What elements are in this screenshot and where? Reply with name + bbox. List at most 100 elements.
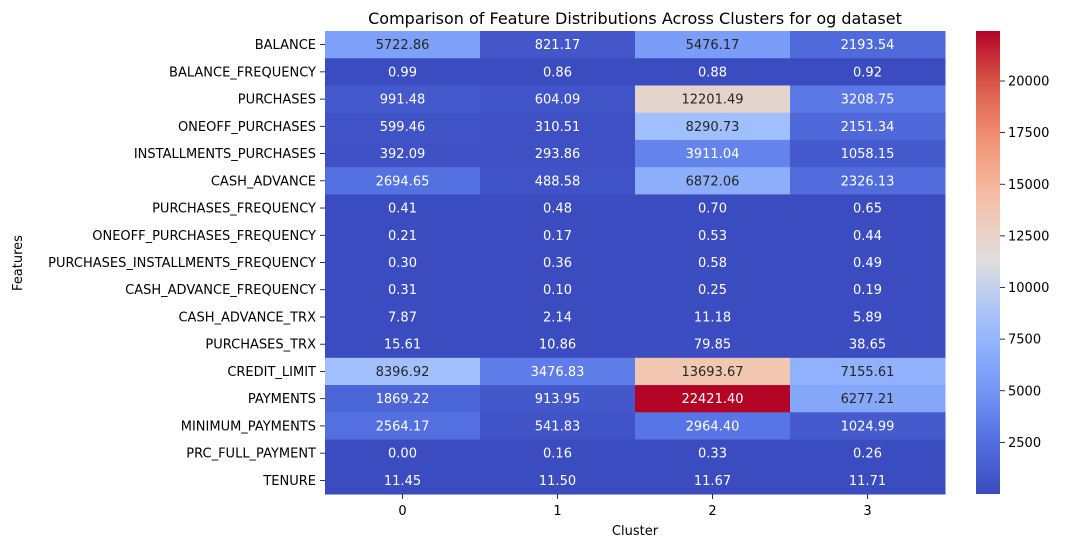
- heatmap-cell: [480, 466, 636, 495]
- heatmap-cell: [790, 112, 946, 141]
- cell-value-label: 0.49: [853, 256, 882, 271]
- cell-value-label: 0.21: [388, 229, 417, 244]
- cell-value-label: 6872.06: [686, 174, 740, 189]
- heatmap-cell: [480, 248, 636, 277]
- cell-value-label: 1024.99: [841, 419, 895, 434]
- heatmap-cell: [790, 439, 946, 468]
- colorbar: 2500 5000 7500 10000 12500 15000 17500 20000: [976, 31, 1049, 494]
- heatmap-cell: [480, 412, 636, 441]
- y-tick-label: PURCHASES_FREQUENCY: [152, 202, 316, 217]
- heatmap-cell: [790, 385, 946, 413]
- colorbar-tick-label: 15000: [1008, 178, 1049, 193]
- y-tick-label: PURCHASES_TRX: [205, 338, 316, 353]
- cell-value-label: 604.09: [535, 93, 581, 108]
- cell-value-label: 7.87: [388, 310, 417, 325]
- y-tick-label: TENURE: [262, 474, 316, 489]
- heatmap-cell: [790, 85, 946, 114]
- cell-value-label: 0.92: [853, 65, 882, 80]
- x-tick-label: 1: [553, 504, 561, 519]
- heatmap-cell: [635, 194, 791, 223]
- heatmap-cell: [635, 276, 791, 304]
- y-tick-label: MINIMUM_PAYMENTS: [181, 419, 316, 434]
- heatmap-cells: [325, 31, 946, 495]
- heatmap-cell: [325, 31, 481, 59]
- x-tick-labels: 0 1 2 3: [398, 494, 872, 519]
- chart-title: Comparison of Feature Distributions Acro…: [368, 9, 902, 28]
- colorbar-tick-label: 10000: [1008, 281, 1049, 296]
- heatmap-cell: [790, 194, 946, 223]
- heatmap-cell: [325, 248, 481, 277]
- colorbar-tick-label: 20000: [1008, 75, 1049, 90]
- y-tick-label: CREDIT_LIMIT: [227, 365, 316, 380]
- cell-value-label: 0.65: [853, 202, 882, 217]
- cell-value-label: 0.00: [388, 447, 417, 462]
- cell-value-label: 0.16: [543, 447, 572, 462]
- x-tick-label: 0: [398, 504, 406, 519]
- heatmap-cell: [790, 221, 946, 250]
- cell-value-label: 11.45: [384, 474, 421, 489]
- heatmap-cell: [790, 276, 946, 304]
- heatmap-cell: [325, 194, 481, 223]
- heatmap-cell-labels: 5722.86 821.17 5476.17 2193.54 0.99 0.86 0.88 0…: [376, 38, 895, 489]
- y-tick-label: CASH_ADVANCE_TRX: [178, 310, 316, 325]
- cell-value-label: 10.86: [539, 338, 576, 353]
- y-tick-label: PURCHASES_INSTALLMENTS_FREQUENCY: [48, 256, 316, 271]
- cell-value-label: 8290.73: [686, 120, 740, 135]
- heatmap-cell: [635, 85, 791, 114]
- cell-value-label: 2193.54: [841, 38, 895, 53]
- y-tick-label: ONEOFF_PURCHASES_FREQUENCY: [92, 229, 316, 244]
- heatmap-cell: [325, 412, 481, 441]
- y-tick-label: INSTALLMENTS_PURCHASES: [134, 147, 316, 162]
- cell-value-label: 79.85: [694, 338, 731, 353]
- cell-value-label: 22421.40: [681, 392, 743, 407]
- heatmap-cell: [635, 303, 791, 332]
- heatmap-cell: [480, 112, 636, 141]
- heatmap-cell: [790, 412, 946, 441]
- heatmap-cell: [480, 167, 636, 195]
- cell-value-label: 913.95: [535, 392, 581, 407]
- cell-value-label: 599.46: [380, 120, 426, 135]
- cell-value-label: 0.30: [388, 256, 417, 271]
- heatmap-cell: [325, 85, 481, 114]
- x-tick-label: 3: [863, 504, 871, 519]
- cell-value-label: 2694.65: [376, 174, 430, 189]
- y-tick-label: ONEOFF_PURCHASES: [178, 120, 316, 135]
- cell-value-label: 488.58: [535, 174, 581, 189]
- heatmap-cell: [325, 466, 481, 495]
- cell-value-label: 11.18: [694, 310, 731, 325]
- heatmap-cell: [480, 303, 636, 332]
- heatmap-cell: [635, 385, 791, 413]
- heatmap-cell: [635, 439, 791, 468]
- cell-value-label: 38.65: [849, 338, 886, 353]
- cell-value-label: 15.61: [384, 338, 421, 353]
- cell-value-label: 0.25: [698, 283, 727, 298]
- cell-value-label: 11.67: [694, 474, 731, 489]
- y-tick-label: PAYMENTS: [248, 392, 316, 407]
- cell-value-label: 3476.83: [531, 365, 585, 380]
- cell-value-label: 293.86: [535, 147, 581, 162]
- cell-value-label: 0.33: [698, 447, 727, 462]
- cell-value-label: 2964.40: [686, 419, 740, 434]
- heatmap-cell: [635, 466, 791, 495]
- heatmap-cell: [635, 167, 791, 195]
- cell-value-label: 0.53: [698, 229, 727, 244]
- heatmap-cell: [790, 248, 946, 277]
- cell-value-label: 5476.17: [686, 38, 740, 53]
- cell-value-label: 3911.04: [686, 147, 740, 162]
- y-tick-label: CASH_ADVANCE: [211, 174, 316, 189]
- heatmap-cell: [635, 139, 791, 168]
- heatmap-cell: [325, 303, 481, 332]
- colorbar-tick-label: 12500: [1008, 229, 1049, 244]
- cell-value-label: 6277.21: [841, 392, 895, 407]
- heatmap-cell: [325, 58, 481, 86]
- x-tick-label: 2: [708, 504, 716, 519]
- cell-value-label: 2326.13: [841, 174, 895, 189]
- y-tick-label: PRC_FULL_PAYMENT: [186, 447, 316, 462]
- cell-value-label: 0.88: [698, 65, 727, 80]
- heatmap-cell: [480, 330, 636, 359]
- cell-value-label: 0.58: [698, 256, 727, 271]
- cell-value-label: 2.14: [543, 310, 572, 325]
- heatmap-cell: [635, 330, 791, 359]
- heatmap-cell: [325, 167, 481, 195]
